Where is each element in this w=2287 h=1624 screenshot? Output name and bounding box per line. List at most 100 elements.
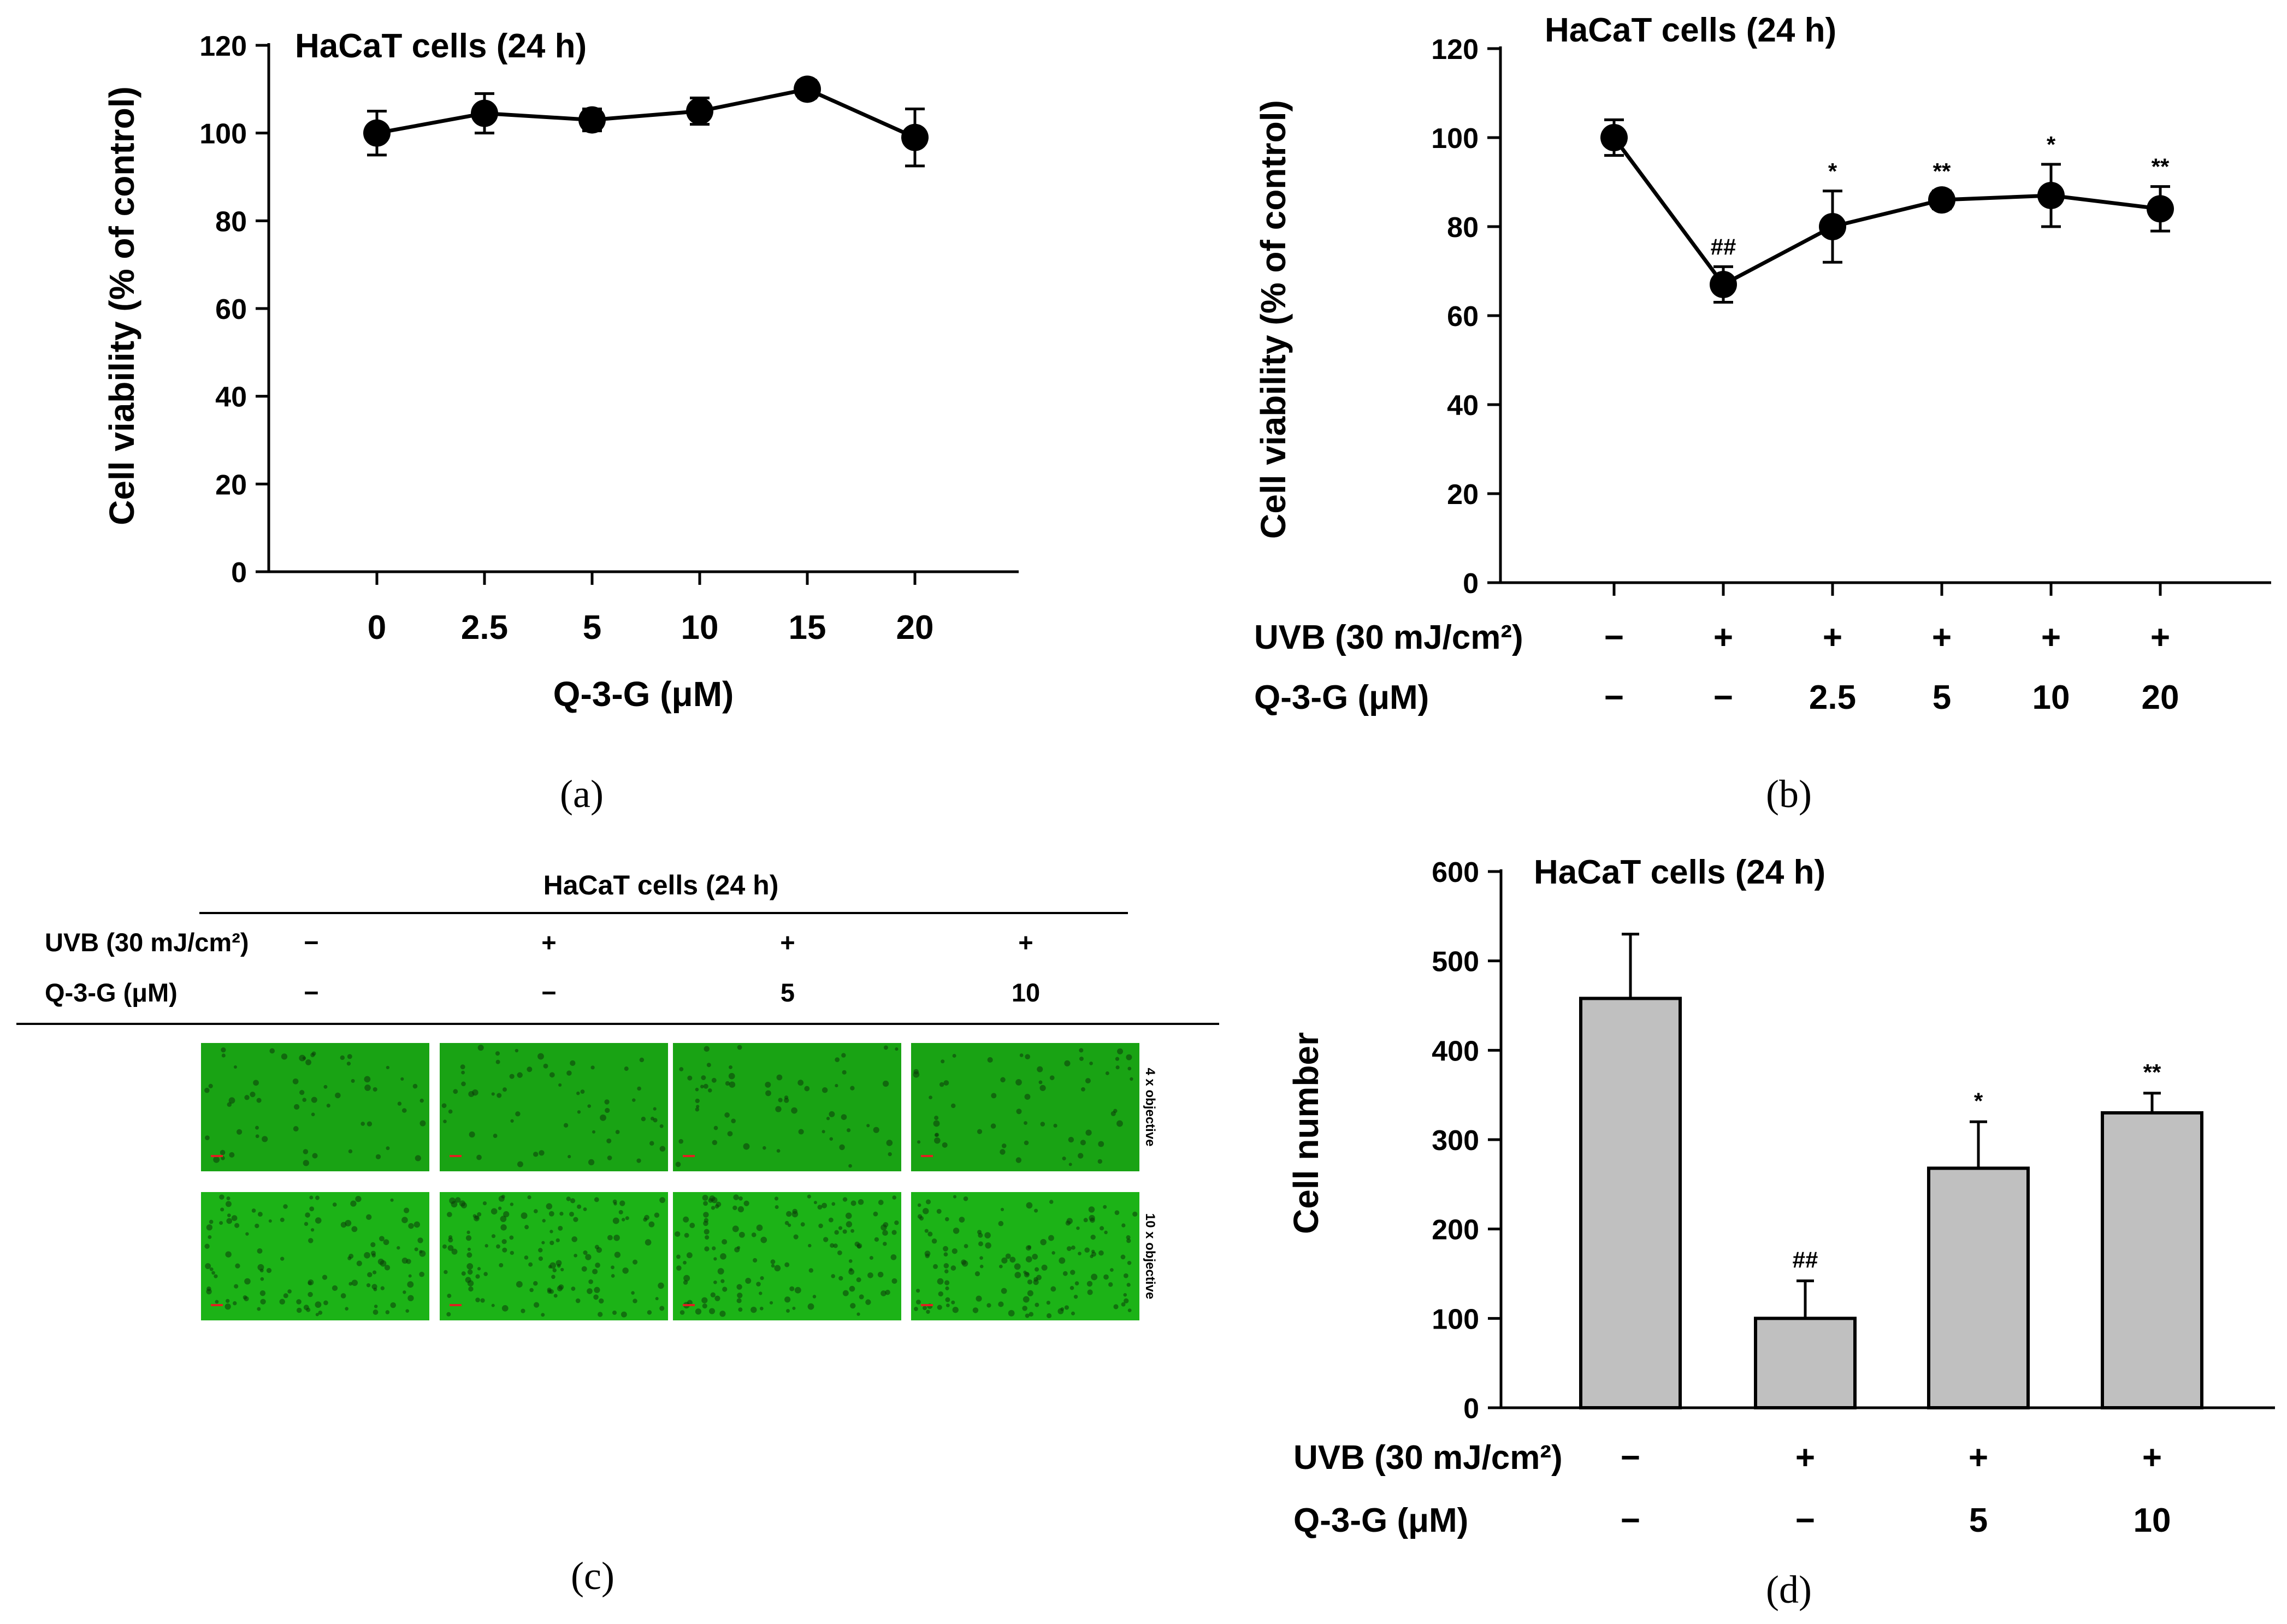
cell-dot xyxy=(244,1296,249,1301)
cell-dot xyxy=(804,1086,810,1092)
cell-dot xyxy=(943,1246,948,1252)
cell-dot xyxy=(547,1288,552,1293)
cell-dot xyxy=(624,1066,629,1071)
q3g-value: − xyxy=(1621,1502,1640,1539)
cell-dot xyxy=(588,1279,593,1284)
cell-dot xyxy=(574,1253,577,1258)
cell-dot xyxy=(406,1259,411,1264)
cell-dot xyxy=(1037,1066,1043,1072)
uvb-sign: + xyxy=(780,928,795,957)
cell-dot xyxy=(869,1256,873,1260)
cell-dot xyxy=(720,1279,725,1283)
cell-dot xyxy=(600,1114,606,1121)
cell-dot xyxy=(774,1265,781,1272)
cell-dot xyxy=(472,1089,478,1096)
cell-dot xyxy=(1035,1302,1039,1307)
cell-dot xyxy=(720,1253,726,1260)
cell-dot xyxy=(220,1207,224,1212)
cell-dot xyxy=(315,1217,322,1224)
cell-dot xyxy=(397,1246,400,1250)
cell-dot xyxy=(620,1311,627,1318)
cell-dot xyxy=(521,1212,528,1219)
cell-dot xyxy=(938,1291,943,1297)
cell-dot xyxy=(451,1248,458,1255)
cell-dot xyxy=(1084,1247,1090,1253)
cell-dot xyxy=(937,1278,944,1285)
cell-dot xyxy=(950,1265,956,1271)
cell-dot xyxy=(1066,1246,1072,1251)
cell-dot xyxy=(476,1154,482,1160)
row-label-q3g: Q-3-G (μM) xyxy=(1254,679,1429,716)
cell-dot xyxy=(724,1112,730,1118)
cell-dot xyxy=(351,1078,355,1083)
cell-dot xyxy=(571,1287,576,1291)
cell-dot xyxy=(728,1072,735,1080)
table-title: HaCaT cells (24 h) xyxy=(543,870,779,900)
y-axis-label: Cell viability (% of control) xyxy=(102,86,141,525)
cell-dot xyxy=(605,1107,610,1113)
cell-dot xyxy=(594,1197,599,1202)
cell-dot xyxy=(612,1217,619,1224)
cell-dot xyxy=(208,1235,212,1239)
cell-dot xyxy=(817,1205,823,1210)
cell-dot xyxy=(380,1286,385,1290)
cell-dot xyxy=(1090,1234,1096,1240)
cell-dot xyxy=(1089,1214,1095,1222)
cell-dot xyxy=(763,1146,766,1150)
cell-dot xyxy=(356,1260,362,1266)
cell-dot xyxy=(557,1264,561,1268)
cell-dot xyxy=(842,1070,847,1075)
bar xyxy=(1927,1166,2030,1409)
row-label-uvb: UVB (30 mJ/cm²) xyxy=(1293,1439,1563,1477)
cell-dot xyxy=(990,1123,996,1129)
cell-dot xyxy=(710,1292,716,1297)
cell-dot xyxy=(556,1238,560,1242)
cell-dot xyxy=(991,1093,997,1099)
cell-dot xyxy=(260,1277,264,1281)
cell-dot xyxy=(447,1212,452,1217)
cell-dot xyxy=(1126,1238,1131,1243)
cell-dot xyxy=(542,1219,546,1223)
cell-dot xyxy=(510,1202,514,1206)
cell-dot xyxy=(800,1222,805,1227)
series-line xyxy=(376,87,916,139)
cell-dot xyxy=(204,1243,210,1249)
cell-dot xyxy=(1126,1054,1132,1060)
cell-dot xyxy=(1126,1235,1131,1240)
cell-dot xyxy=(204,1088,210,1093)
cell-dot xyxy=(419,1250,423,1254)
cell-dot xyxy=(415,1155,421,1161)
cell-dot xyxy=(220,1149,226,1155)
cell-dot xyxy=(1032,1254,1038,1260)
cell-dot xyxy=(760,1306,764,1311)
cell-dot xyxy=(891,1230,897,1235)
cell-dot xyxy=(998,1264,1003,1269)
cell-dot xyxy=(1000,1207,1004,1212)
cell-dot xyxy=(986,1303,991,1308)
uvb-sign: + xyxy=(2142,1439,2162,1477)
cell-dot xyxy=(731,1118,736,1124)
cell-dot xyxy=(706,1063,711,1068)
cell-dot xyxy=(791,1211,799,1218)
x-tick-label: 20 xyxy=(896,609,934,647)
cell-dot xyxy=(229,1152,235,1158)
cell-dot xyxy=(322,1275,328,1280)
cell-dot xyxy=(1083,1218,1088,1223)
cell-dot xyxy=(280,1217,285,1222)
cell-dot xyxy=(466,1263,474,1270)
cell-dot xyxy=(1023,1296,1030,1303)
cell-dot xyxy=(712,1246,716,1250)
cell-dot xyxy=(553,1294,558,1298)
cell-dot xyxy=(683,1280,688,1285)
cell-dot xyxy=(361,1122,365,1126)
cell-dot xyxy=(952,1307,959,1313)
cell-dot xyxy=(311,1112,315,1117)
cell-dot xyxy=(882,1080,889,1087)
cell-dot xyxy=(873,1127,879,1133)
cell-dot xyxy=(846,1221,853,1228)
bar xyxy=(1579,997,1682,1409)
cell-dot xyxy=(953,1195,957,1199)
q3g-value: − xyxy=(1713,679,1733,716)
cell-dot xyxy=(850,1086,855,1090)
cell-dot xyxy=(461,1070,465,1075)
